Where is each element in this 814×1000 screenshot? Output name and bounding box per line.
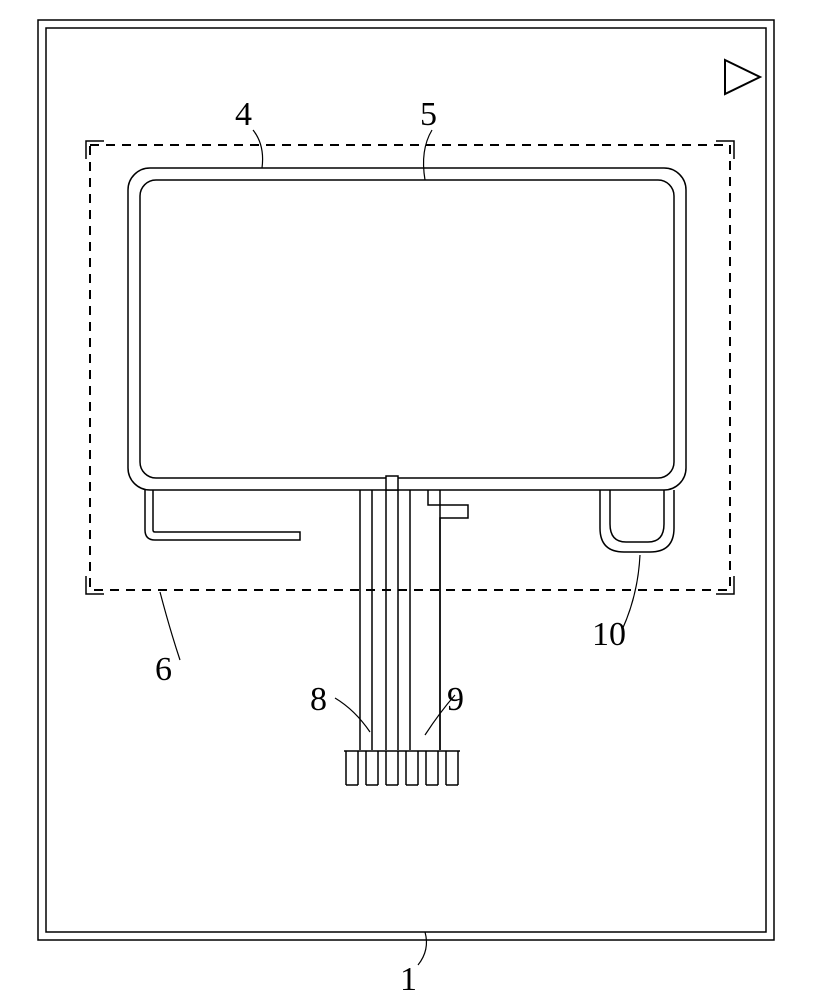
leader-6: [160, 592, 180, 660]
label-1: 1: [400, 961, 417, 998]
marker-triangle-icon: [725, 60, 760, 94]
leader-5: [424, 130, 432, 180]
corner-bracket-2: [86, 576, 104, 594]
label-10: 10: [592, 616, 626, 653]
right-tab-inner: [610, 490, 664, 542]
leader-4: [253, 130, 263, 168]
corner-bracket-1: [716, 141, 734, 159]
corner-bracket-0: [86, 141, 104, 159]
body-inner: [140, 180, 674, 478]
outer-frame-inner: [46, 28, 766, 932]
label-5: 5: [420, 96, 437, 133]
diagram: 1 4 5 6 8 9 10: [0, 0, 814, 1000]
label-6: 6: [155, 651, 172, 688]
label-9: 9: [447, 681, 464, 718]
label-4: 4: [235, 96, 252, 133]
stem-slot: [386, 476, 398, 490]
corner-bracket-3: [716, 576, 734, 594]
outer-frame: [38, 20, 774, 940]
left-tab: [145, 490, 300, 540]
leader-8: [335, 698, 370, 732]
label-8: 8: [310, 681, 327, 718]
body-outer: [128, 168, 686, 490]
leader-1: [418, 932, 426, 965]
